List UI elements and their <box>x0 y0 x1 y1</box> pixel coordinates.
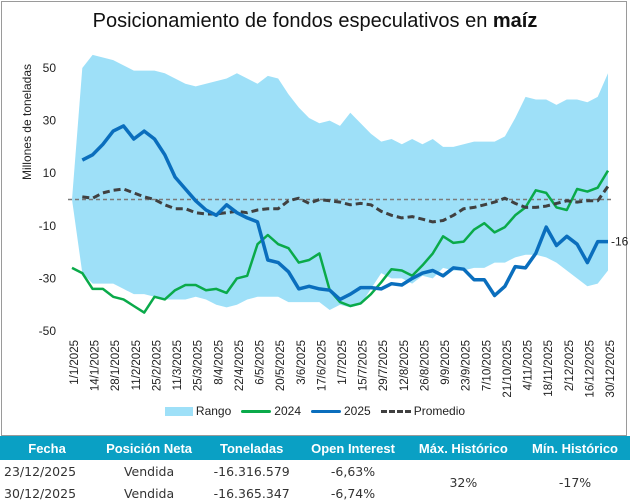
x-tick-label: 25/3/2025 <box>193 340 205 391</box>
x-tick-label: 11/2/2025 <box>131 340 143 390</box>
chart-title: Posicionamiento de fondos especulativos … <box>0 10 630 33</box>
chart-title-text: Posicionamiento de fondos especulativos … <box>92 10 488 32</box>
x-tick-label: 28/1/2025 <box>110 340 122 391</box>
series-2025-end-label: -16 <box>611 235 629 249</box>
x-tick-label: 3/6/2025 <box>296 340 308 385</box>
x-tick-label: 17/6/2025 <box>316 340 328 391</box>
series-2025-line <box>81 124 608 302</box>
x-tick-label: 4/11/2025 <box>523 340 535 390</box>
x-tick-label: 15/7/2025 <box>358 340 370 391</box>
series-promedio-line <box>82 185 610 224</box>
legend-swatch-rango <box>164 406 193 416</box>
cell-fecha: 30/12/2025 <box>4 485 77 501</box>
series-2024-line <box>71 169 610 314</box>
y-tick-label: -50 <box>39 324 57 338</box>
y-tick-label: -10 <box>39 219 57 233</box>
y-tick-label: 30 <box>43 114 57 128</box>
cell-open-interest: -6,63% <box>330 463 376 479</box>
x-tick-label: 23/9/2025 <box>461 340 473 391</box>
y-tick-label: 10 <box>43 166 57 180</box>
x-tick-label: 11/3/2025 <box>172 340 184 390</box>
x-tick-label: 22/4/2025 <box>234 340 246 391</box>
cell-max-historico: 32% <box>449 474 478 490</box>
x-tick-label: 7/10/2025 <box>481 340 493 391</box>
x-tick-label: 18/11/2025 <box>543 340 555 397</box>
legend-swatch-promedio <box>380 409 411 413</box>
chart-plot: 50 30 10 -10 -30 -50 -16 1/1/2025 14/1/2025 28/1/… <box>39 54 629 398</box>
x-tick-label: 14/1/2025 <box>90 340 102 391</box>
legend-label-promedio: Promedio <box>413 404 466 418</box>
table-row: 30/12/2025 Vendida -16.365.347 -6,74% <box>0 482 630 504</box>
x-tick-label: 1/7/2025 <box>337 340 349 385</box>
cell-open-interest: -6,74% <box>330 485 376 501</box>
x-tick-label: 26/8/2025 <box>419 340 431 391</box>
chart-title-bold: maíz <box>492 10 538 32</box>
legend-label-rango: Rango <box>195 404 232 418</box>
cell-toneladas: -16.316.579 <box>213 463 290 479</box>
header-fecha: Fecha <box>0 436 95 460</box>
legend-item-2025: 2025 <box>311 404 371 418</box>
x-tick-label: 1/1/2025 <box>69 340 81 385</box>
x-tick-label: 29/7/2025 <box>378 340 390 391</box>
x-tick-label: 12/8/2025 <box>399 340 411 391</box>
header-max-historico: Máx. Histórico <box>406 436 521 460</box>
cell-posicion: Vendida <box>123 485 175 501</box>
x-tick-label: 2/12/2025 <box>564 340 576 391</box>
x-tick-label: 16/12/2025 <box>584 340 596 398</box>
x-tick-label: 6/5/2025 <box>255 340 267 385</box>
header-toneladas: Toneladas <box>204 436 300 460</box>
legend-item-2024: 2024 <box>241 404 301 418</box>
legend-item-promedio: Promedio <box>380 404 466 418</box>
legend-item-rango: Rango <box>164 404 232 418</box>
header-min-historico: Mín. Histórico <box>520 436 630 460</box>
cell-toneladas: -16.365.347 <box>213 485 290 501</box>
x-tick-label: 25/2/2025 <box>151 340 163 391</box>
cell-posicion: Vendida <box>123 463 175 479</box>
legend-swatch-2024 <box>241 409 272 413</box>
table-row: 23/12/2025 Vendida -16.316.579 -6,63% 32… <box>0 460 630 490</box>
legend-label-2024: 2024 <box>274 404 301 418</box>
x-tick-label: 20/5/2025 <box>275 340 287 391</box>
header-open-interest: Open Interest <box>299 436 407 460</box>
x-tick-label: 8/4/2025 <box>213 340 225 385</box>
x-tick-label: 21/10/2025 <box>502 340 514 398</box>
legend-label-2025: 2025 <box>344 404 371 418</box>
y-tick-label: -30 <box>39 271 57 285</box>
x-tick-label: 9/9/2025 <box>440 340 452 385</box>
x-tick-label: 30/12/2025 <box>605 340 617 398</box>
legend: Rango 2024 2025 Promedio <box>0 404 630 418</box>
range-band <box>72 54 608 310</box>
legend-swatch-2025 <box>311 409 341 413</box>
stats-table: Fecha Posición Neta Toneladas Open Inter… <box>0 436 630 504</box>
header-posicion-neta: Posición Neta <box>94 436 204 460</box>
cell-min-historico: -17% <box>558 474 592 490</box>
y-tick-label: 50 <box>43 61 57 75</box>
stats-header-row: Fecha Posición Neta Toneladas Open Inter… <box>0 436 630 460</box>
cell-fecha: 23/12/2025 <box>4 463 77 479</box>
